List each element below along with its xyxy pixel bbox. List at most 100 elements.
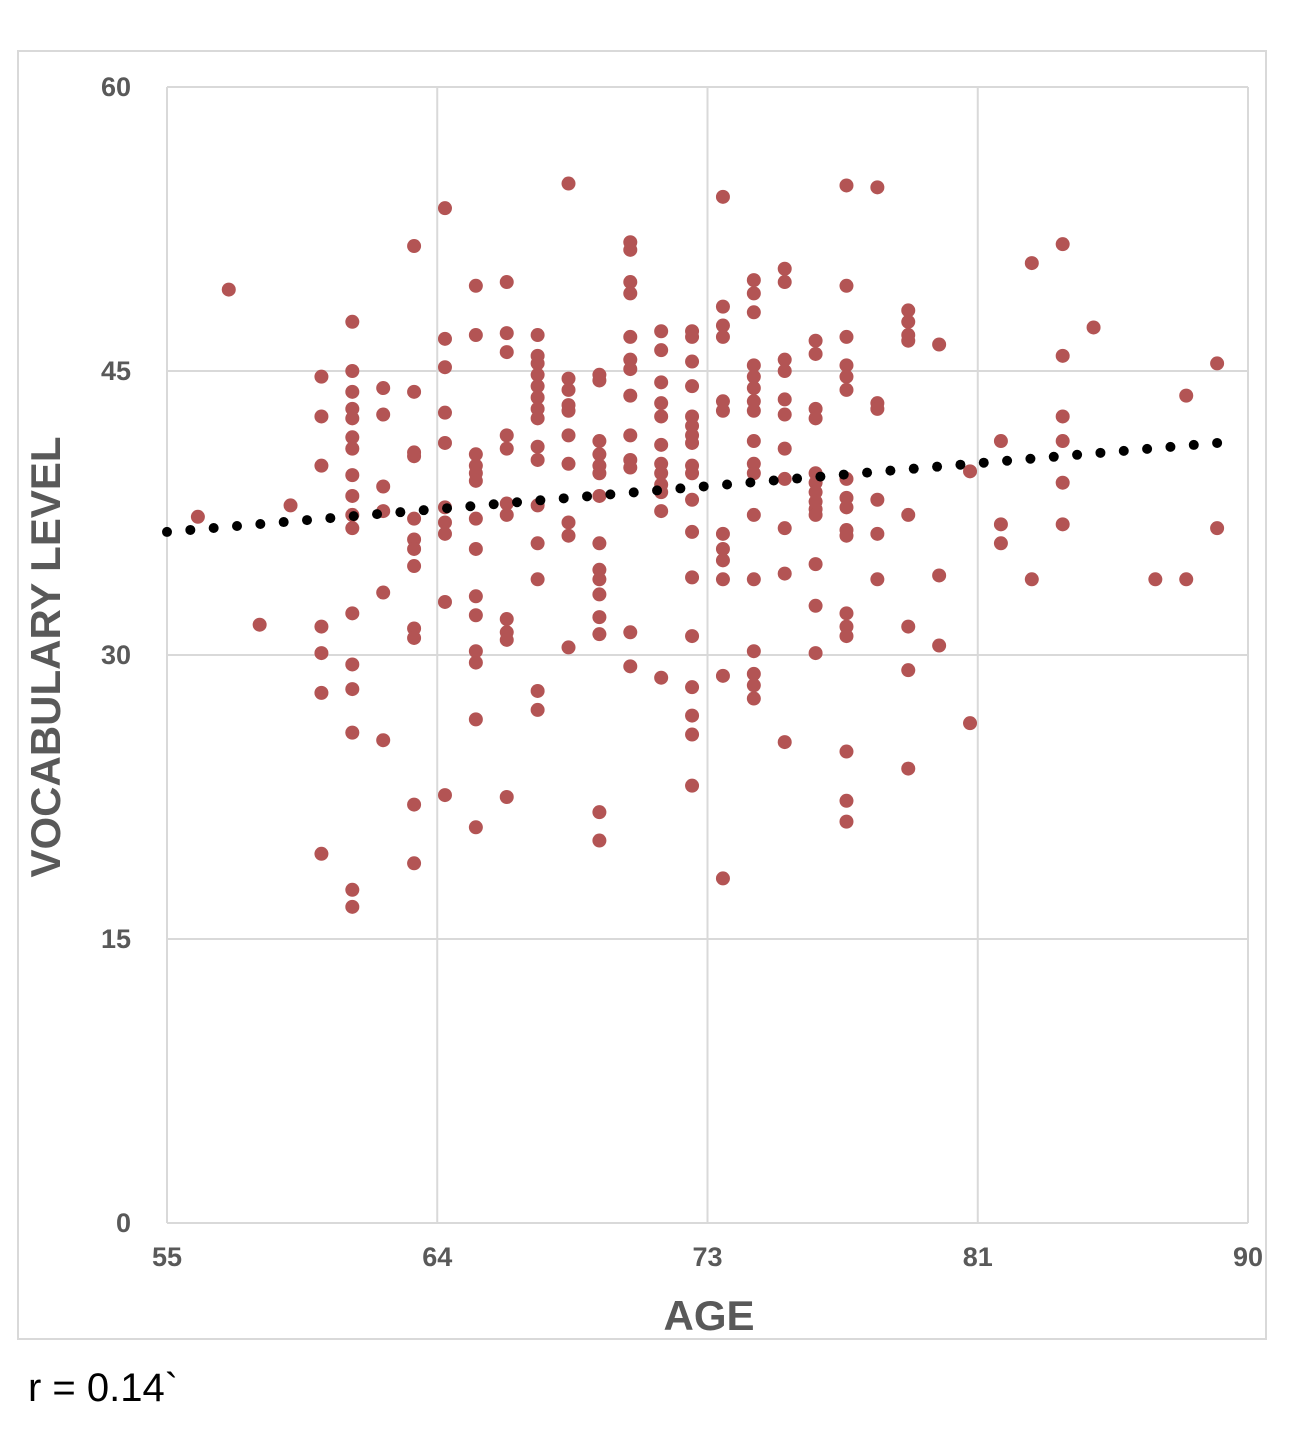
- data-point: [839, 329, 854, 344]
- trendline-dot: [255, 519, 266, 530]
- trendline-dot: [1048, 451, 1059, 462]
- data-point: [314, 409, 329, 424]
- data-point: [592, 447, 607, 462]
- y-axis-title: VOCABULARY LEVEL: [22, 436, 69, 877]
- data-point: [561, 528, 576, 543]
- data-point: [839, 528, 854, 543]
- data-point: [623, 460, 638, 475]
- data-points: [190, 176, 1225, 914]
- data-point: [808, 598, 823, 613]
- trendline-dot: [768, 475, 779, 486]
- data-point: [746, 678, 761, 693]
- data-point: [561, 371, 576, 386]
- data-point: [345, 314, 360, 329]
- x-tick-label: 64: [422, 1242, 452, 1272]
- data-point: [870, 526, 885, 541]
- data-point: [1210, 356, 1225, 371]
- data-point: [592, 434, 607, 449]
- trendline-dot: [512, 497, 523, 508]
- data-point: [407, 239, 422, 254]
- data-point: [468, 473, 483, 488]
- data-point: [561, 428, 576, 443]
- data-point: [407, 511, 422, 526]
- data-point: [685, 492, 700, 507]
- data-point: [715, 329, 730, 344]
- data-point: [623, 286, 638, 301]
- data-point: [561, 382, 576, 397]
- x-tick-label: 90: [1233, 1242, 1263, 1272]
- data-point: [190, 509, 205, 524]
- data-point: [499, 326, 514, 341]
- data-point: [283, 498, 298, 513]
- data-point: [654, 409, 669, 424]
- trendline-dot: [745, 477, 756, 488]
- data-point: [530, 536, 545, 551]
- data-point: [777, 735, 792, 750]
- data-point: [499, 428, 514, 443]
- data-point: [592, 587, 607, 602]
- data-point: [715, 318, 730, 333]
- data-point: [530, 452, 545, 467]
- data-point: [777, 471, 792, 486]
- tick-labels: 0 15 30 45 60 55 64 73 81 90: [101, 72, 1263, 1272]
- data-point: [407, 384, 422, 399]
- data-point: [530, 411, 545, 426]
- data-point: [715, 668, 730, 683]
- data-point: [623, 428, 638, 443]
- trendline-dot: [348, 511, 359, 522]
- data-point: [252, 617, 267, 632]
- data-point: [870, 401, 885, 416]
- x-tick-label: 55: [152, 1242, 182, 1272]
- data-point: [1055, 237, 1070, 252]
- data-point: [314, 646, 329, 661]
- trendline-dot: [1212, 437, 1223, 448]
- trendline-dot: [465, 501, 476, 512]
- data-point: [407, 797, 422, 812]
- trendline-dot: [675, 483, 686, 494]
- trendline-dot: [1142, 443, 1153, 454]
- chart-area: 0 15 30 45 60 55 64 73 81 90 AGE VOCABULARY LEVEL: [17, 50, 1267, 1340]
- data-point: [1055, 434, 1070, 449]
- trendline-dot: [815, 471, 826, 482]
- trendline-dot: [535, 495, 546, 506]
- data-point: [839, 178, 854, 193]
- trendline-dot: [208, 522, 219, 533]
- data-point: [839, 793, 854, 808]
- data-point: [1024, 572, 1039, 587]
- data-point: [499, 632, 514, 647]
- trendline-dot: [418, 505, 429, 516]
- data-point: [654, 670, 669, 685]
- trendline-dot: [185, 524, 196, 535]
- data-point: [376, 407, 391, 422]
- data-point: [685, 708, 700, 723]
- data-point: [437, 360, 452, 375]
- data-point: [345, 441, 360, 456]
- data-point: [685, 727, 700, 742]
- data-point: [437, 526, 452, 541]
- data-point: [839, 278, 854, 293]
- data-point: [839, 629, 854, 644]
- data-point: [468, 644, 483, 659]
- data-point: [407, 541, 422, 556]
- trendline-dot: [838, 469, 849, 480]
- data-point: [376, 733, 391, 748]
- data-point: [437, 405, 452, 420]
- y-tick-label: 45: [101, 356, 131, 386]
- data-point: [468, 820, 483, 835]
- data-point: [715, 553, 730, 568]
- data-point: [345, 364, 360, 378]
- data-point: [746, 666, 761, 681]
- data-point: [561, 456, 576, 471]
- data-point: [685, 435, 700, 450]
- data-point: [839, 814, 854, 829]
- trendline-dot: [1118, 445, 1129, 456]
- data-point: [468, 447, 483, 462]
- data-point: [623, 362, 638, 377]
- data-point: [345, 682, 360, 697]
- data-point: [468, 541, 483, 556]
- data-point: [345, 384, 360, 399]
- data-point: [499, 275, 514, 290]
- data-point: [592, 488, 607, 503]
- data-point: [592, 610, 607, 625]
- data-point: [654, 504, 669, 519]
